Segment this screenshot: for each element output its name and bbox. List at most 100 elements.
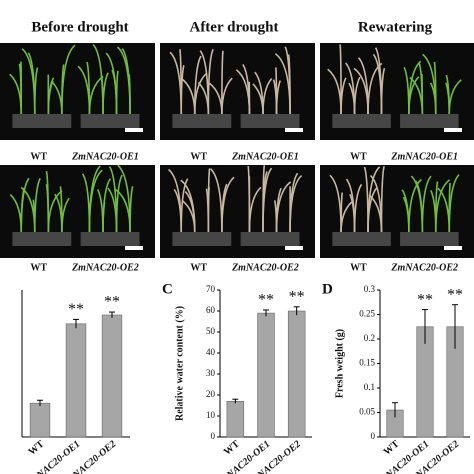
genotype-label: WT bbox=[350, 151, 367, 162]
significance: ** bbox=[417, 291, 433, 308]
column-title: After drought bbox=[189, 19, 278, 35]
pot bbox=[400, 232, 459, 246]
bar bbox=[257, 312, 275, 438]
leaf bbox=[275, 187, 282, 233]
bar bbox=[65, 323, 87, 438]
error-bar bbox=[37, 399, 43, 407]
leaf bbox=[340, 77, 347, 115]
y-tick-label: 30 bbox=[206, 368, 216, 378]
leaf bbox=[197, 81, 210, 115]
leaf bbox=[445, 82, 451, 115]
leaf bbox=[45, 170, 50, 233]
leaf bbox=[108, 166, 118, 233]
leaf bbox=[345, 178, 356, 233]
bar bbox=[101, 314, 123, 438]
pot bbox=[332, 232, 391, 246]
leaf bbox=[448, 182, 451, 233]
error-bar bbox=[452, 304, 458, 349]
pot bbox=[172, 114, 232, 128]
y-tick-label: 10 bbox=[206, 410, 216, 420]
leaf bbox=[275, 67, 278, 115]
error-bar bbox=[73, 318, 79, 329]
leaf bbox=[128, 74, 131, 115]
bar bbox=[29, 402, 51, 438]
pot bbox=[240, 114, 300, 128]
pot bbox=[172, 232, 232, 246]
scale-bar bbox=[285, 128, 303, 132]
x-tick-label: WT bbox=[222, 438, 242, 457]
leaf bbox=[289, 174, 303, 233]
leaf bbox=[61, 197, 70, 233]
leaf bbox=[380, 166, 385, 233]
y-tick-label: 0.05 bbox=[359, 407, 375, 417]
genotype-label: ZmNAC20-OE2 bbox=[390, 262, 458, 273]
genotype-label: WT bbox=[190, 262, 207, 273]
column-title: Before drought bbox=[31, 19, 128, 35]
y-tick-label: 50 bbox=[206, 326, 216, 336]
error-bar bbox=[293, 306, 300, 316]
leaf bbox=[221, 77, 233, 115]
y-tick-label: 70 bbox=[206, 284, 216, 294]
y-tick-label: 40 bbox=[206, 347, 216, 357]
scale-bar bbox=[125, 128, 143, 132]
y-tick-label: 0.1 bbox=[364, 382, 375, 392]
leaf bbox=[47, 77, 55, 115]
pot bbox=[240, 232, 300, 246]
scale-bar bbox=[285, 246, 303, 250]
panel-label: D bbox=[322, 281, 333, 297]
leaf bbox=[18, 63, 23, 115]
leaf bbox=[193, 55, 202, 115]
y-tick-label: 0.2 bbox=[364, 333, 375, 343]
genotype-label: ZmNAC20-OE1 bbox=[231, 151, 299, 162]
y-tick-label: 0.25 bbox=[359, 309, 375, 319]
genotype-label: ZmNAC20-OE2 bbox=[71, 262, 139, 273]
genotype-label: WT bbox=[190, 151, 207, 162]
y-axis-label: Fresh weight (g) bbox=[334, 329, 345, 398]
significance: ** bbox=[289, 288, 305, 305]
leaf bbox=[33, 178, 41, 233]
y-tick-label: 20 bbox=[206, 389, 216, 399]
leaf bbox=[434, 181, 439, 233]
leaf bbox=[418, 63, 424, 115]
genotype-label: WT bbox=[30, 151, 47, 162]
significance: ** bbox=[68, 301, 84, 318]
leaf bbox=[340, 192, 343, 233]
error-bar bbox=[232, 398, 239, 404]
leaf bbox=[235, 69, 251, 115]
genotype-label: ZmNAC20-OE2 bbox=[231, 262, 299, 273]
significance: ** bbox=[447, 286, 463, 303]
leaf bbox=[252, 83, 264, 115]
error-bar bbox=[422, 309, 428, 344]
scale-bar bbox=[444, 246, 462, 250]
y-tick-label: 0 bbox=[211, 431, 216, 441]
bar bbox=[226, 400, 245, 438]
error-bar bbox=[392, 402, 398, 418]
leaf bbox=[410, 175, 424, 233]
leaf bbox=[433, 61, 437, 115]
significance: ** bbox=[104, 294, 120, 311]
leaf bbox=[9, 194, 23, 233]
pot bbox=[332, 114, 391, 128]
leaf bbox=[96, 189, 104, 233]
y-tick-label: 60 bbox=[206, 305, 216, 315]
y-tick-label: 0.15 bbox=[359, 358, 375, 368]
y-tick-label: 0 bbox=[371, 431, 376, 441]
leaf bbox=[221, 176, 235, 233]
column-title: Rewatering bbox=[358, 19, 433, 35]
leaf bbox=[207, 187, 210, 233]
pot bbox=[12, 114, 72, 128]
leaf bbox=[180, 179, 196, 233]
leaf bbox=[380, 67, 386, 115]
x-tick-label: WT bbox=[27, 438, 47, 457]
pot bbox=[80, 114, 140, 128]
leaf bbox=[111, 69, 118, 115]
leaf bbox=[88, 169, 103, 233]
x-tick-label: WT bbox=[382, 438, 402, 457]
leaf bbox=[61, 44, 76, 115]
panel-label: C bbox=[162, 281, 173, 297]
pot bbox=[12, 232, 72, 246]
leaf bbox=[357, 57, 369, 115]
leaf bbox=[348, 82, 356, 115]
error-bar bbox=[109, 311, 115, 318]
